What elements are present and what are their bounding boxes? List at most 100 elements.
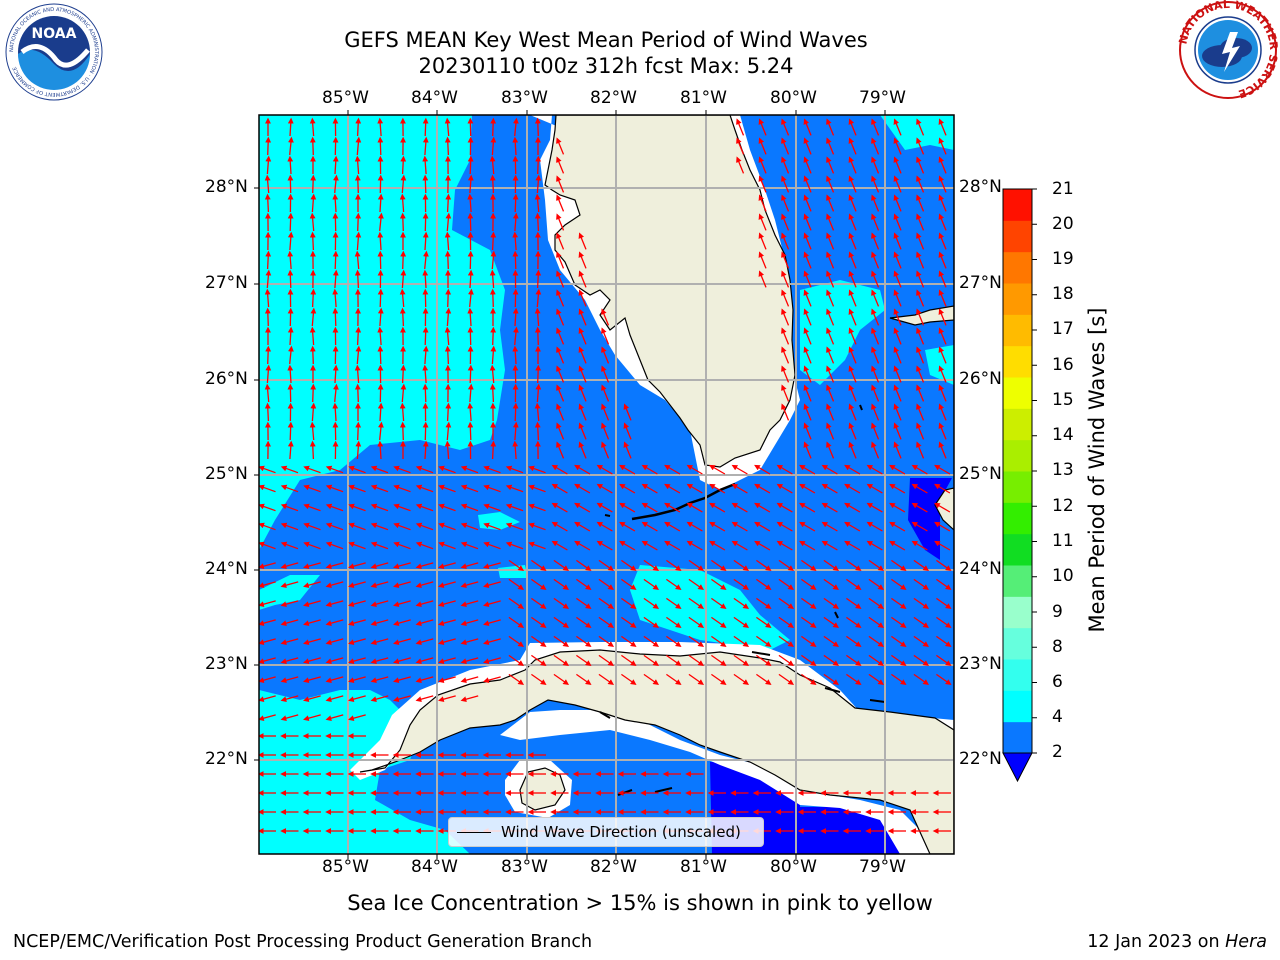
wind-wave-arrow — [348, 562, 366, 569]
wind-wave-arrow — [893, 441, 902, 459]
wind-wave-arrow — [601, 384, 610, 402]
wind-wave-arrow — [303, 503, 321, 512]
wind-wave-arrow — [508, 635, 525, 647]
wind-wave-arrow — [332, 402, 339, 422]
wind-wave-arrow — [535, 269, 542, 289]
wind-wave-arrow — [623, 441, 632, 459]
wind-wave-arrow — [574, 483, 591, 494]
wind-wave-arrow — [490, 345, 497, 365]
wind-wave-arrow — [264, 307, 271, 327]
wind-wave-arrow — [868, 578, 885, 590]
nws-logo: NATIONAL WEATHER SERVICE — [1178, 0, 1278, 100]
wind-wave-arrow — [601, 346, 610, 364]
wind-wave-arrow — [711, 673, 727, 685]
wind-wave-arrow — [756, 635, 772, 647]
wind-wave-arrow — [512, 193, 519, 213]
wind-wave-arrow — [934, 540, 951, 551]
wind-wave-arrow — [758, 251, 767, 269]
wind-wave-arrow — [280, 714, 299, 721]
footer-date-text: 12 Jan 2023 on — [1087, 932, 1226, 952]
wind-wave-arrow — [264, 174, 271, 194]
wind-wave-arrow — [893, 175, 902, 193]
lon-label-bottom: 85°W — [322, 857, 369, 877]
colorbar-swatch — [1003, 690, 1032, 723]
wind-wave-arrow — [576, 616, 592, 628]
wind-wave-arrow — [598, 578, 615, 590]
wind-wave-arrow — [483, 503, 501, 512]
wind-wave-arrow — [621, 635, 637, 647]
wind-wave-arrow — [415, 619, 434, 626]
wind-wave-arrow — [259, 619, 276, 626]
wind-wave-arrow — [576, 673, 592, 685]
wind-wave-arrow — [781, 156, 790, 174]
lat-label-right: 28°N — [959, 177, 1002, 197]
wind-wave-arrow — [826, 308, 835, 326]
wind-wave-arrow — [801, 616, 817, 628]
wind-wave-arrow — [844, 540, 861, 551]
wind-wave-arrow — [483, 638, 501, 645]
wind-wave-arrow — [325, 503, 344, 512]
chart-subtitle: 20230110 t00z 312h fcst Max: 5.24 — [418, 54, 794, 78]
wind-wave-arrow — [601, 308, 610, 326]
wind-wave-arrow — [445, 193, 452, 213]
wind-wave-arrow — [799, 502, 816, 513]
wind-wave-arrow — [489, 174, 496, 194]
wind-wave-arrow — [303, 581, 321, 588]
wind-wave-arrow — [438, 581, 456, 588]
wind-wave-arrow — [348, 638, 366, 645]
wind-wave-arrow — [913, 578, 930, 590]
wind-wave-arrow — [891, 578, 907, 590]
wind-wave-arrow — [556, 346, 565, 364]
lon-label-top: 80°W — [770, 88, 817, 108]
wind-wave-arrow — [460, 562, 479, 569]
wind-wave-arrow — [438, 638, 456, 645]
wind-wave-arrow — [893, 308, 902, 326]
lat-label-right: 22°N — [959, 749, 1002, 769]
wind-wave-arrow — [758, 213, 767, 231]
wind-wave-arrow — [332, 250, 339, 270]
wind-wave-arrow — [332, 288, 339, 308]
wind-wave-arrow — [393, 465, 411, 474]
wind-wave-arrow — [911, 502, 928, 513]
wind-wave-arrow — [393, 541, 411, 550]
wind-wave-arrow — [377, 326, 384, 346]
wind-wave-arrow — [287, 212, 294, 232]
wind-wave-arrow — [265, 155, 272, 175]
wind-wave-arrow — [871, 365, 880, 383]
wind-wave-arrow — [781, 403, 790, 421]
wind-wave-arrow — [468, 288, 474, 308]
wind-wave-arrow — [512, 402, 519, 422]
wind-wave-arrow — [826, 213, 835, 231]
colorbar-tick-label: 20 — [1052, 214, 1074, 234]
wind-wave-arrow — [799, 521, 816, 532]
wind-wave-arrow — [483, 522, 501, 531]
wind-wave-arrow — [781, 346, 790, 364]
wind-wave-arrow — [846, 673, 862, 685]
wind-wave-arrow — [781, 251, 790, 269]
wind-wave-arrow — [280, 619, 299, 626]
wind-wave-arrow — [598, 635, 615, 647]
wind-wave-arrow — [758, 194, 767, 212]
wind-wave-arrow — [377, 440, 384, 460]
wind-wave-arrow — [778, 597, 795, 609]
wind-wave-arrow — [826, 270, 835, 288]
wind-wave-arrow — [621, 597, 637, 609]
wind-wave-arrow — [280, 676, 299, 683]
wind-wave-arrow — [576, 597, 592, 609]
wind-wave-arrow — [354, 364, 361, 384]
wind-wave-arrow — [823, 559, 840, 571]
wind-wave-arrow — [370, 695, 389, 702]
wind-wave-arrow — [556, 327, 565, 345]
wind-wave-arrow — [415, 484, 434, 493]
wind-wave-arrow — [619, 483, 636, 494]
wind-wave-arrow — [893, 118, 902, 136]
wind-wave-arrow — [553, 654, 570, 666]
wind-wave-arrow — [823, 654, 840, 666]
wind-wave-arrow — [641, 502, 658, 513]
wind-wave-arrow — [264, 383, 271, 403]
wind-wave-arrow — [688, 635, 705, 647]
lon-label-top: 84°W — [411, 88, 458, 108]
wind-wave-arrow — [871, 270, 880, 288]
wind-wave-arrow — [686, 483, 703, 494]
lat-label-left: 22°N — [205, 749, 248, 769]
